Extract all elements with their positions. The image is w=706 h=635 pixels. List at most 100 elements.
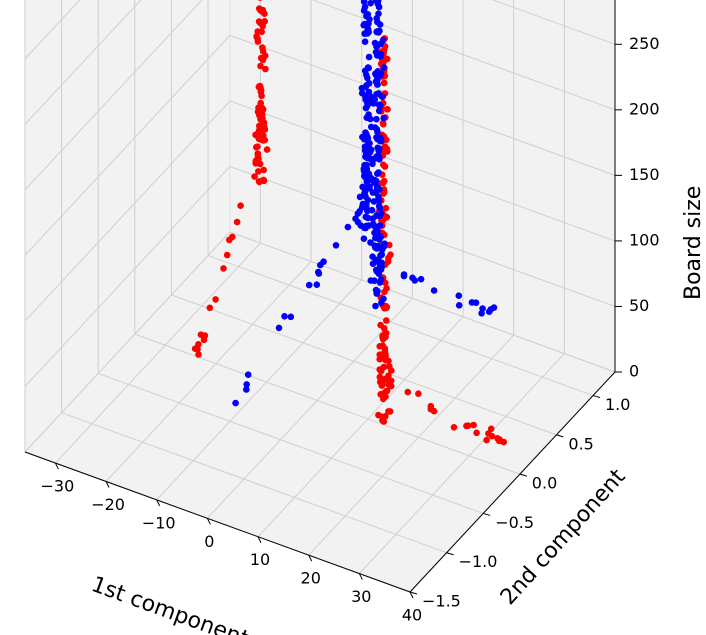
x-tick-label: 30 <box>351 587 371 606</box>
data-point-series-1-cluster-2 <box>381 288 388 296</box>
data-point-series-2-cluster-1 <box>287 313 295 321</box>
data-point-series-2-cluster-1 <box>367 115 374 123</box>
data-point-series-2-cluster-2 <box>374 227 381 235</box>
data-point-series-1-cluster-2 <box>388 367 395 374</box>
data-point-series-2-cluster-2 <box>380 114 388 122</box>
y-gridline-floor <box>207 255 594 397</box>
data-point-series-2-cluster-1 <box>361 3 369 11</box>
data-point-series-2-cluster-1 <box>365 80 373 87</box>
data-point-series-2-cluster-1 <box>281 313 288 320</box>
chart-panes <box>24 0 616 593</box>
data-point-series-2-cluster-1 <box>363 12 370 20</box>
data-point-series-1-cluster-1 <box>220 265 227 272</box>
data-point-series-2-cluster-1 <box>244 371 252 379</box>
data-point-series-2-cluster-2 <box>400 272 408 280</box>
data-point-series-1-cluster-1 <box>258 92 265 100</box>
data-point-series-2-cluster-1 <box>332 242 340 249</box>
data-point-series-2-cluster-2 <box>376 145 383 152</box>
data-point-series-2-cluster-1 <box>360 235 368 242</box>
data-point-series-1-cluster-2 <box>383 213 391 221</box>
data-point-series-1-cluster-2 <box>380 120 387 128</box>
data-point-series-1-cluster-1 <box>257 0 263 1</box>
data-point-series-2-cluster-2 <box>376 156 383 163</box>
x-tick-mark <box>105 481 110 488</box>
data-point-series-1-cluster-2 <box>384 106 391 113</box>
z-gridline-back <box>229 231 616 373</box>
y-axis-line <box>409 371 616 593</box>
data-point-series-1-cluster-1 <box>254 38 262 45</box>
data-point-series-1-cluster-2 <box>404 388 412 396</box>
y-tick-mark <box>446 552 454 556</box>
z-tick-label: 0 <box>629 362 639 381</box>
x-axis-label: 1st component <box>88 572 252 635</box>
x-tick-mark <box>409 591 414 599</box>
data-point-series-1-cluster-2 <box>376 343 384 350</box>
data-point-series-1-cluster-2 <box>380 79 388 87</box>
data-point-series-2-cluster-1 <box>365 64 373 72</box>
data-point-series-2-cluster-2 <box>377 276 385 284</box>
z-tick-label: 150 <box>629 165 660 184</box>
data-point-series-1-cluster-1 <box>261 10 268 17</box>
z-tick-label: 200 <box>629 99 660 118</box>
data-point-series-2-cluster-2 <box>373 0 380 5</box>
data-point-series-2-cluster-2 <box>379 246 386 253</box>
y-tick-mark <box>409 591 418 595</box>
data-point-series-1-cluster-2 <box>473 429 480 437</box>
data-point-series-1-cluster-1 <box>255 178 263 185</box>
x-tick-label: −10 <box>142 513 176 532</box>
x-tick-mark <box>156 499 161 507</box>
data-point-series-2-cluster-2 <box>376 27 383 35</box>
x-tick-label: 20 <box>301 569 321 588</box>
data-point-series-2-cluster-1 <box>315 268 322 276</box>
data-point-series-2-cluster-1 <box>361 190 368 197</box>
data-point-series-2-cluster-2 <box>378 251 386 258</box>
data-point-series-1-cluster-2 <box>380 186 388 193</box>
data-point-series-2-cluster-1 <box>243 386 250 393</box>
data-point-series-1-cluster-1 <box>254 143 261 150</box>
z-gridline-back <box>229 100 616 242</box>
data-point-series-2-cluster-1 <box>364 26 372 34</box>
data-point-series-2-cluster-2 <box>430 287 438 294</box>
data-point-series-2-cluster-2 <box>370 198 378 205</box>
z-gridline-back <box>229 34 616 176</box>
data-point-series-1-cluster-1 <box>254 28 261 35</box>
z-gridline-side <box>24 0 142 125</box>
data-point-series-2-cluster-2 <box>377 210 385 217</box>
data-point-series-1-cluster-2 <box>385 408 392 415</box>
y-tick-mark <box>592 395 601 399</box>
data-point-series-1-cluster-2 <box>377 321 384 329</box>
data-point-series-1-cluster-2 <box>488 432 496 440</box>
data-point-series-2-cluster-2 <box>375 10 382 17</box>
data-point-series-1-cluster-1 <box>260 177 268 185</box>
data-point-series-1-cluster-1 <box>254 168 262 175</box>
data-point-series-1-cluster-2 <box>380 59 387 66</box>
x-gridline-floor <box>207 297 413 519</box>
data-point-series-1-cluster-2 <box>385 357 392 365</box>
data-point-series-1-cluster-1 <box>253 157 260 165</box>
z-gridline-side <box>24 35 231 256</box>
data-point-series-2-cluster-1 <box>362 96 370 103</box>
data-point-series-2-cluster-1 <box>368 206 376 214</box>
data-point-series-1-cluster-1 <box>251 173 258 180</box>
data-point-series-1-cluster-2 <box>464 422 472 430</box>
z-tick-label: 100 <box>629 230 660 249</box>
data-point-series-1-cluster-1 <box>259 127 266 134</box>
data-point-series-2-cluster-2 <box>374 81 381 88</box>
data-point-series-1-cluster-2 <box>387 382 395 390</box>
data-point-series-1-cluster-2 <box>385 372 392 380</box>
x-tick-label: 10 <box>250 550 270 569</box>
data-point-series-1-cluster-2 <box>380 363 388 371</box>
data-point-series-1-cluster-1 <box>262 65 269 73</box>
data-point-series-1-cluster-1 <box>223 251 231 259</box>
data-point-series-1-cluster-2 <box>383 387 391 395</box>
data-point-series-1-cluster-2 <box>376 373 384 381</box>
z-gridline-side <box>24 166 231 387</box>
y-axis-label: 2nd component <box>496 464 631 610</box>
data-point-series-2-cluster-1 <box>361 143 369 150</box>
data-point-series-2-cluster-2 <box>376 21 384 28</box>
data-point-series-2-cluster-2 <box>472 299 480 307</box>
data-point-series-2-cluster-1 <box>275 324 283 332</box>
data-point-series-1-cluster-2 <box>383 317 390 324</box>
data-point-series-1-cluster-1 <box>261 52 269 59</box>
data-point-series-2-cluster-1 <box>344 223 352 231</box>
